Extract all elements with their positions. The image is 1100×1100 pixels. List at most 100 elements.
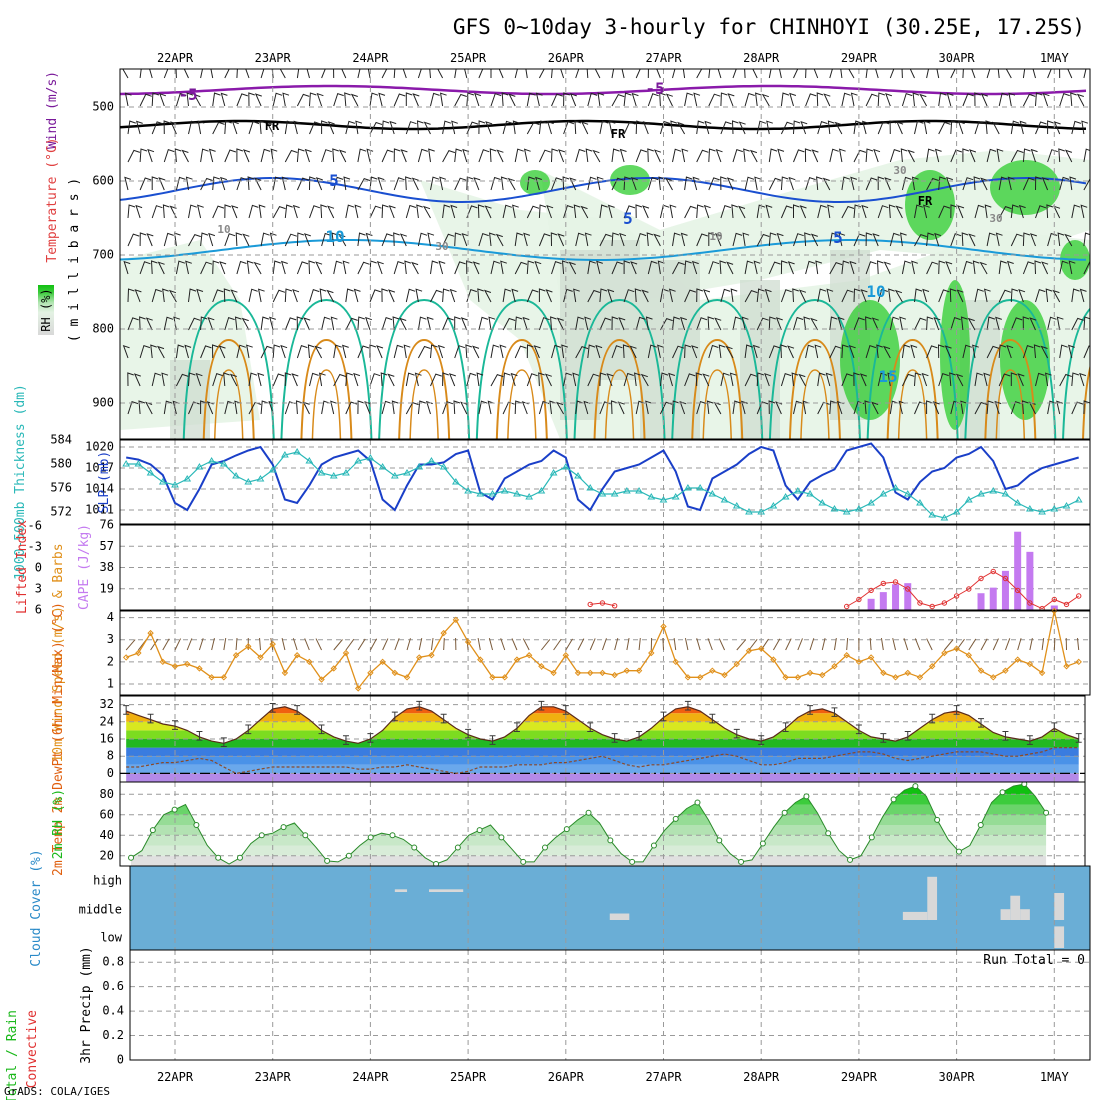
wind-barb	[610, 400, 618, 415]
wind-barb	[254, 93, 262, 107]
wind-barb	[919, 93, 928, 107]
wind-barb	[992, 121, 1000, 135]
wind-barb	[247, 176, 255, 191]
wind-barb	[260, 148, 271, 163]
wind-barb	[804, 232, 811, 247]
wind-barb	[901, 69, 903, 79]
rh-point	[999, 789, 1006, 796]
wind-barb	[557, 233, 565, 247]
wind-barb	[972, 260, 980, 275]
wind-barb	[768, 177, 782, 191]
wind-barb	[466, 121, 479, 135]
wind-speed-point	[477, 656, 484, 663]
wind-barb	[563, 121, 575, 135]
wind-barb	[272, 92, 283, 107]
wind-barb	[133, 373, 141, 387]
temp-contour-10	[120, 239, 1087, 261]
temp-contour-20	[593, 338, 646, 439]
wind-barb	[805, 176, 816, 191]
wind-speed-point	[403, 674, 411, 681]
cloud-level-label: high	[93, 874, 122, 888]
wind-barb	[1071, 372, 1080, 387]
wind-barb	[622, 344, 630, 359]
wind-barb	[974, 288, 984, 303]
wind-barb	[333, 373, 346, 387]
wind-barb	[472, 261, 480, 275]
wind-barb	[1071, 288, 1080, 303]
rh-point	[498, 834, 505, 841]
wind-barb	[175, 176, 186, 191]
wind-barb	[715, 148, 723, 163]
wind-barb	[810, 317, 819, 331]
wind-barb	[150, 344, 157, 359]
wind-barb	[138, 400, 146, 415]
wind-barb	[587, 176, 597, 191]
wind-barb	[272, 373, 285, 387]
thickness-point	[1062, 502, 1071, 509]
rh-point	[585, 809, 592, 816]
wind-barb	[551, 148, 559, 163]
wind-barb-10m	[357, 638, 366, 651]
wind-barb	[1052, 289, 1061, 303]
wind-barb	[1005, 69, 1012, 79]
wind-barb	[926, 400, 933, 414]
wind-barb	[366, 148, 374, 163]
wind-barb	[1081, 120, 1089, 135]
wind-barb	[309, 121, 321, 135]
wind-speed-point	[696, 674, 704, 681]
wind-barb	[573, 288, 580, 303]
wind-barb-10m	[443, 637, 445, 651]
wind-barb	[752, 344, 760, 359]
wind-barb	[984, 204, 992, 219]
rh-point	[128, 854, 135, 861]
wind-barb	[151, 121, 164, 135]
wind-barb	[665, 93, 673, 107]
wind-barb	[333, 176, 344, 191]
wind-speed-point	[611, 671, 618, 679]
wind-barb	[871, 401, 879, 415]
wind-barb	[563, 372, 573, 387]
cloud-bar	[394, 889, 408, 892]
wind-speed-point	[831, 663, 838, 670]
wind-barb-10m	[1076, 637, 1080, 651]
wind-barb	[569, 93, 577, 107]
precip-label: 3hr Precip (mm)	[79, 946, 94, 1063]
wind-barb	[780, 205, 793, 219]
wind-barb	[850, 92, 858, 107]
bottom-date-label: 26APR	[548, 1070, 585, 1084]
wind-barb	[272, 260, 281, 275]
wind-barb	[829, 316, 838, 331]
wind-barb	[442, 120, 452, 135]
wind-barb	[405, 121, 417, 135]
wind-barb	[793, 316, 804, 331]
top-date-axis: 22APR 23APR 24APR 25APR 26APR 27APR 28APR 29APR…	[157, 51, 1070, 65]
wind-barb	[684, 176, 693, 191]
wind-barb	[985, 120, 993, 135]
wind-barb	[599, 317, 612, 331]
wind-barb	[872, 233, 880, 247]
wind-barb	[448, 373, 456, 387]
wind-barb	[369, 205, 382, 219]
wind-barb	[534, 260, 542, 275]
wind-barb	[272, 344, 281, 359]
wind-speed-point	[721, 671, 728, 679]
wind-barb	[575, 400, 584, 415]
wind-barb	[230, 289, 238, 303]
wind-barb	[921, 372, 929, 387]
wind-barb	[502, 288, 512, 303]
wind-barb	[568, 261, 577, 275]
wind-barb	[1006, 260, 1014, 275]
wind-barb	[248, 204, 259, 219]
wind-barb	[127, 204, 136, 219]
wind-barb	[623, 92, 632, 107]
wind-barb	[1010, 233, 1023, 247]
wind-barb	[741, 316, 749, 331]
wind-barb	[611, 345, 623, 359]
wind-barb	[744, 344, 753, 359]
wind-barb	[761, 93, 770, 107]
wind-barb	[212, 176, 220, 191]
wind-barb	[998, 373, 1011, 387]
wind-barb	[405, 372, 415, 387]
